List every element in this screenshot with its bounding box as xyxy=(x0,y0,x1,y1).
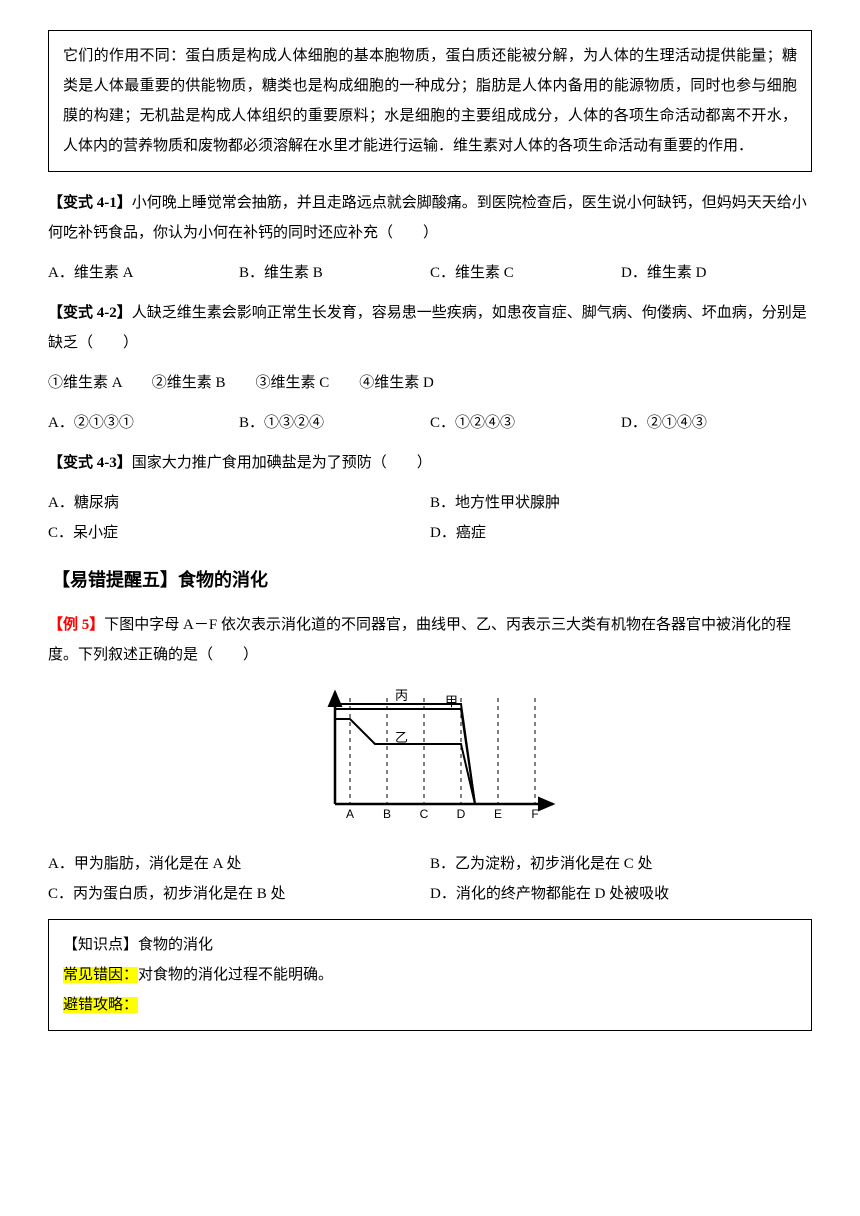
ex5-label: 【例 5】 xyxy=(48,617,104,633)
intro-box: 它们的作用不同：蛋白质是构成人体细胞的基本胞物质，蛋白质还能被分解，为人体的生理… xyxy=(48,30,812,172)
v43-opt-c: C．呆小症 xyxy=(48,518,430,548)
v41-opt-c: C．维生素 C xyxy=(430,258,621,288)
strat-label: 避错攻略： xyxy=(63,997,138,1013)
svg-text:E: E xyxy=(494,807,502,821)
v41-options: A．维生素 A B．维生素 B C．维生素 C D．维生素 D xyxy=(48,258,812,288)
ex5-opt-c: C．丙为蛋白质，初步消化是在 B 处 xyxy=(48,879,430,909)
v43-text: 国家大力推广食用加碘盐是为了预防（ ） xyxy=(132,455,432,471)
intro-text: 它们的作用不同：蛋白质是构成人体细胞的基本胞物质，蛋白质还能被分解，为人体的生理… xyxy=(63,41,797,161)
svg-text:A: A xyxy=(346,807,354,821)
svg-text:B: B xyxy=(383,807,391,821)
v43-opt-a: A．糖尿病 xyxy=(48,488,430,518)
kp-line: 【知识点】食物的消化 xyxy=(63,930,797,960)
v42-text: 人缺乏维生素会影响正常生长发育，容易患一些疾病，如患夜盲症、脚气病、佝偻病、坏血… xyxy=(48,305,807,351)
v41-opt-d: D．维生素 D xyxy=(621,258,812,288)
kp-label: 【知识点】 xyxy=(63,937,138,953)
v42-numbers: ①维生素 A ②维生素 B ③维生素 C ④维生素 D xyxy=(48,368,812,398)
v43-opt-d: D．癌症 xyxy=(430,518,812,548)
chart-svg: A B C D E F 丙 甲乙 xyxy=(295,684,565,824)
v42-opt-a: A．②①③① xyxy=(48,408,239,438)
ex5-text: 下图中字母 A－F 依次表示消化道的不同器官，曲线甲、乙、丙表示三大类有机物在各… xyxy=(48,617,791,663)
v41-opt-a: A．维生素 A xyxy=(48,258,239,288)
v42-opt-c: C．①②④③ xyxy=(430,408,621,438)
example-5: 【例 5】下图中字母 A－F 依次表示消化道的不同器官，曲线甲、乙、丙表示三大类… xyxy=(48,610,812,670)
kp-text: 食物的消化 xyxy=(138,937,213,953)
ex5-options: A．甲为脂肪，消化是在 A 处 B．乙为淀粉，初步消化是在 C 处 C．丙为蛋白… xyxy=(48,849,812,909)
svg-text:C: C xyxy=(420,807,429,821)
svg-text:F: F xyxy=(531,807,538,821)
v43-options: A．糖尿病 B．地方性甲状腺肿 C．呆小症 D．癌症 xyxy=(48,488,812,548)
ex5-opt-a: A．甲为脂肪，消化是在 A 处 xyxy=(48,849,430,879)
knowledge-box: 【知识点】食物的消化 常见错因：对食物的消化过程不能明确。 避错攻略： xyxy=(48,919,812,1031)
v41-label: 【变式 4-1】 xyxy=(48,195,132,211)
v43-label: 【变式 4-3】 xyxy=(48,455,132,471)
err-text: 对食物的消化过程不能明确。 xyxy=(138,967,333,983)
err-label: 常见错因： xyxy=(63,967,138,983)
section-5-title: 【易错提醒五】食物的消化 xyxy=(52,562,812,598)
variant-4-2: 【变式 4-2】人缺乏维生素会影响正常生长发育，容易患一些疾病，如患夜盲症、脚气… xyxy=(48,298,812,358)
v42-options: A．②①③① B．①③②④ C．①②④③ D．②①④③ xyxy=(48,408,812,438)
v43-opt-b: B．地方性甲状腺肿 xyxy=(430,488,812,518)
ex5-opt-d: D．消化的终产物都能在 D 处被吸收 xyxy=(430,879,812,909)
variant-4-3: 【变式 4-3】国家大力推广食用加碘盐是为了预防（ ） xyxy=(48,448,812,478)
ex5-opt-b: B．乙为淀粉，初步消化是在 C 处 xyxy=(430,849,812,879)
svg-text:D: D xyxy=(457,807,466,821)
svg-text:甲: 甲 xyxy=(445,694,458,709)
v41-text: 小何晚上睡觉常会抽筋，并且走路远点就会脚酸痛。到医院检查后，医生说小何缺钙，但妈… xyxy=(48,195,807,241)
digestion-chart: A B C D E F 丙 甲乙 xyxy=(48,684,812,835)
v42-opt-b: B．①③②④ xyxy=(239,408,430,438)
v41-opt-b: B．维生素 B xyxy=(239,258,430,288)
variant-4-1: 【变式 4-1】小何晚上睡觉常会抽筋，并且走路远点就会脚酸痛。到医院检查后，医生… xyxy=(48,188,812,248)
svg-text:乙: 乙 xyxy=(395,730,408,745)
v42-opt-d: D．②①④③ xyxy=(621,408,812,438)
v42-label: 【变式 4-2】 xyxy=(48,305,132,321)
svg-text:丙: 丙 xyxy=(395,688,408,703)
err-line: 常见错因：对食物的消化过程不能明确。 xyxy=(63,960,797,990)
strat-line: 避错攻略： xyxy=(63,990,797,1020)
